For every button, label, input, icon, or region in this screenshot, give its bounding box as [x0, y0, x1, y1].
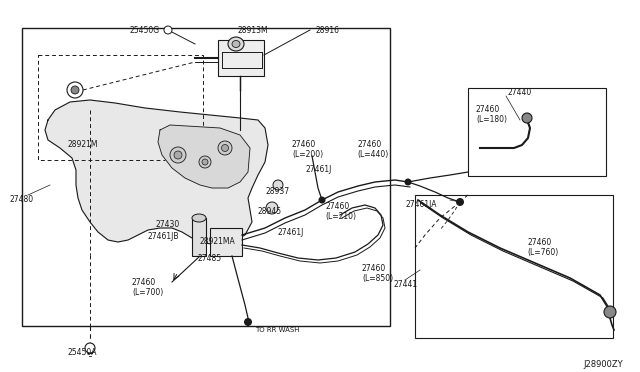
Text: (L=850): (L=850): [362, 274, 393, 283]
Circle shape: [164, 26, 172, 34]
Circle shape: [273, 180, 283, 190]
Circle shape: [266, 202, 278, 214]
Bar: [415, 195, 613, 338]
Circle shape: [221, 144, 228, 151]
Text: (L=700): (L=700): [132, 288, 163, 297]
Text: 28916: 28916: [316, 26, 340, 35]
Text: 27441: 27441: [393, 280, 417, 289]
Circle shape: [604, 306, 616, 318]
Ellipse shape: [228, 37, 244, 51]
Text: 27460: 27460: [357, 140, 381, 149]
Bar: [218, 40, 264, 76]
Circle shape: [199, 156, 211, 168]
Text: 28945: 28945: [258, 207, 282, 216]
Bar: [22, 28, 390, 326]
Text: (L=440): (L=440): [357, 150, 388, 159]
Polygon shape: [158, 125, 250, 188]
Circle shape: [218, 141, 232, 155]
Bar: [468, 88, 606, 176]
Polygon shape: [45, 100, 268, 245]
Text: 27461JB: 27461JB: [148, 232, 179, 241]
Text: 27480: 27480: [10, 195, 34, 204]
Circle shape: [522, 113, 532, 123]
Circle shape: [85, 343, 95, 353]
Text: 27460: 27460: [325, 202, 349, 211]
Text: 27460: 27460: [527, 238, 551, 247]
Text: 28913M: 28913M: [237, 26, 268, 35]
Text: 28921M: 28921M: [68, 140, 99, 149]
Circle shape: [404, 179, 412, 186]
Text: 27460: 27460: [132, 278, 156, 287]
Text: 25450G: 25450G: [130, 26, 160, 35]
Text: 28921MA: 28921MA: [200, 237, 236, 246]
Circle shape: [170, 147, 186, 163]
Bar: [192, 218, 206, 256]
Ellipse shape: [192, 214, 206, 222]
Text: (L=760): (L=760): [527, 248, 558, 257]
Text: 27485: 27485: [198, 254, 222, 263]
Text: 27440: 27440: [508, 88, 532, 97]
Circle shape: [319, 196, 326, 203]
Text: (L=200): (L=200): [292, 150, 323, 159]
Circle shape: [71, 86, 79, 94]
Text: 27460: 27460: [476, 105, 500, 114]
Text: 27461J: 27461J: [305, 165, 332, 174]
Ellipse shape: [232, 41, 240, 48]
Text: J28900ZY: J28900ZY: [584, 360, 623, 369]
Text: 27461JA: 27461JA: [406, 200, 438, 209]
Bar: [38, 55, 203, 160]
Text: TO RR WASH: TO RR WASH: [255, 327, 300, 333]
Bar: [210, 228, 242, 256]
Text: (L=180): (L=180): [476, 115, 507, 124]
Text: 27460: 27460: [362, 264, 387, 273]
Text: 27460: 27460: [292, 140, 316, 149]
Text: 28937: 28937: [265, 187, 289, 196]
Text: 27430: 27430: [155, 220, 179, 229]
Text: (L=210): (L=210): [325, 212, 356, 221]
Circle shape: [244, 318, 252, 326]
Circle shape: [67, 82, 83, 98]
Circle shape: [174, 151, 182, 159]
Text: 27461J: 27461J: [278, 228, 305, 237]
Text: 25450A: 25450A: [68, 348, 97, 357]
Circle shape: [456, 198, 464, 206]
Circle shape: [202, 159, 208, 165]
